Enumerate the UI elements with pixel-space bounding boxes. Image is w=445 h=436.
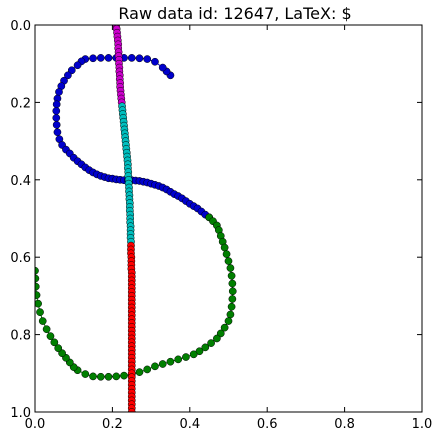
axis-layer: 0.0 0.2 0.4 0.6 0.8 1.00.00.20.40.60.81.0	[10, 19, 432, 432]
series-0-point-2	[158, 63, 167, 72]
plot-area	[35, 25, 422, 412]
y-tick-label-0: 0.0	[10, 19, 31, 34]
series-0-point-21	[52, 100, 61, 109]
series-0-point-5	[135, 54, 144, 63]
series-0-point-4	[143, 55, 152, 63]
series-1-point-25	[174, 355, 183, 364]
series-1-point-32	[120, 371, 128, 380]
series-1-point-15	[226, 310, 235, 319]
series-1-point-29	[143, 365, 152, 374]
series-layer	[35, 25, 237, 412]
series-1-point-33	[112, 372, 121, 381]
series-0-point-6	[127, 54, 136, 62]
series-1-point-50	[35, 291, 41, 299]
series-0-point-10	[96, 54, 105, 62]
series-1-point-35	[96, 372, 105, 381]
series-0-point-9	[104, 54, 113, 62]
series-0-point-11	[89, 54, 97, 63]
series-1-point-17	[220, 323, 229, 332]
x-tick-label-0: 0.0	[25, 417, 46, 432]
series-1-point-6	[220, 243, 229, 252]
y-tick-label-2: 0.4	[10, 174, 31, 189]
x-tick-label-2: 0.4	[179, 417, 200, 432]
series-1-point-28	[151, 362, 159, 371]
x-tick-label-4: 0.8	[334, 417, 355, 432]
y-tick-label-4: 0.8	[10, 329, 31, 344]
series-1-point-46	[42, 325, 51, 334]
series-1-point-21	[201, 343, 210, 352]
series-1-point-19	[213, 334, 221, 343]
series-1-point-34	[104, 372, 113, 381]
series-1-point-48	[36, 308, 44, 317]
series-0-point-16	[64, 71, 72, 80]
y-tick-label-3: 0.6	[10, 251, 31, 266]
series-1-point-10	[227, 271, 236, 280]
series-1-point-30	[135, 368, 144, 376]
series-1-point-43	[54, 344, 63, 352]
series-1-point-47	[38, 317, 47, 325]
series-1-point-27	[158, 360, 167, 368]
x-tick-label-1: 0.2	[102, 417, 123, 432]
series-1-point-9	[226, 264, 235, 272]
y-tick-label-5: 1.0	[10, 406, 31, 421]
series-1-point-14	[227, 302, 236, 311]
series-1-point-23	[189, 350, 198, 359]
series-0-point-25	[53, 128, 62, 137]
series-1	[35, 213, 237, 381]
x-tick-label-3: 0.6	[257, 417, 278, 432]
series-0-point-14	[73, 61, 82, 70]
x-tick-label-5: 1.0	[412, 417, 433, 432]
plot-frame	[34, 24, 423, 413]
series-0-point-23	[52, 114, 61, 122]
series-1-point-37	[81, 370, 90, 378]
series-0-point-24	[52, 120, 61, 129]
series-1-point-16	[224, 317, 233, 325]
y-tick-label-1: 0.2	[10, 96, 31, 111]
series-0-point-22	[52, 107, 61, 115]
series-1-point-24	[182, 353, 190, 361]
series-1-point-26	[166, 357, 175, 366]
series-0-point-19	[55, 88, 63, 96]
series-1-point-8	[224, 257, 233, 265]
series-2	[112, 25, 126, 107]
series-1-point-44	[50, 338, 59, 347]
series-1-point-12	[228, 287, 237, 296]
series-4	[127, 241, 136, 412]
series-1-point-49	[35, 299, 42, 308]
series-1-point-11	[228, 279, 237, 288]
chart-title: Raw data id: 12647, LaTeX: $	[118, 4, 351, 23]
series-1-point-51	[35, 282, 40, 291]
series-1-point-13	[228, 295, 237, 303]
series-1-point-20	[207, 339, 215, 347]
series-1-point-36	[89, 372, 97, 381]
series-1-point-7	[222, 250, 231, 258]
series-1-point-45	[46, 332, 55, 340]
series-0-point-3	[151, 57, 159, 66]
series-1-point-53	[35, 266, 39, 275]
